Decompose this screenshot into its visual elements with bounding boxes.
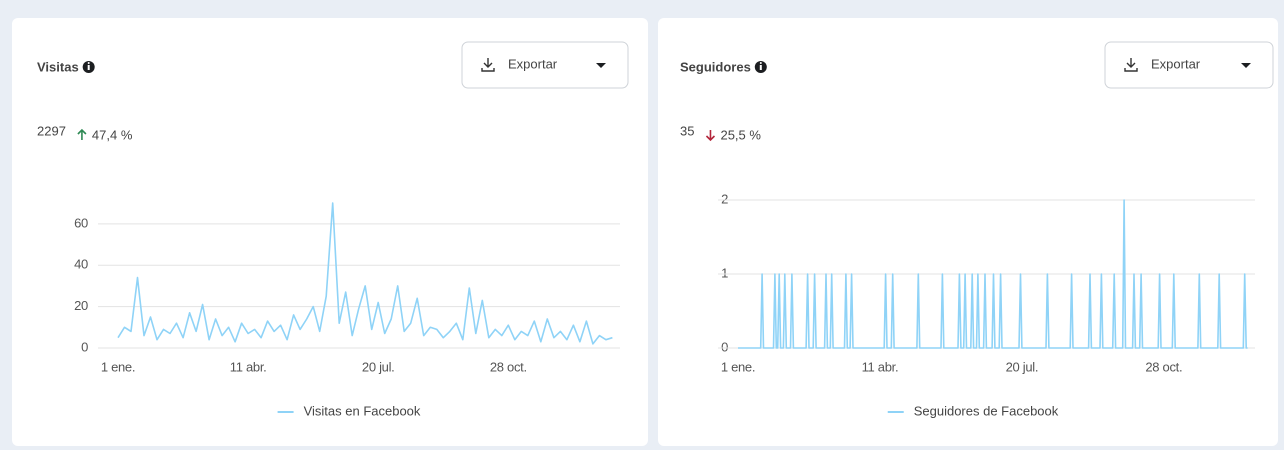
x-tick-label: 1 ene. <box>101 359 135 374</box>
x-tick-label: 28 oct. <box>1145 359 1182 374</box>
info-icon-mark <box>87 65 90 70</box>
total-value: 2297 <box>37 123 66 138</box>
y-tick-label: 0 <box>721 339 728 354</box>
change-value: 47,4 % <box>92 127 133 142</box>
y-tick-label: 60 <box>74 215 88 230</box>
y-tick-label: 0 <box>81 339 88 354</box>
x-tick-label: 20 jul. <box>1006 359 1039 374</box>
card-title: Seguidores <box>680 59 751 74</box>
dropdown-caret <box>1241 63 1251 68</box>
download-icon <box>481 58 495 72</box>
series-line <box>738 199 1248 349</box>
legend-label: Visitas en Facebook <box>304 403 421 418</box>
legend-label: Seguidores de Facebook <box>914 403 1059 418</box>
info-icon-mark <box>759 65 762 70</box>
export-button[interactable] <box>461 41 629 89</box>
export-label[interactable]: Exportar <box>1151 56 1201 71</box>
trend-arrow <box>77 128 87 140</box>
info-icon-dot <box>759 62 762 64</box>
y-tick-label: 20 <box>74 298 88 313</box>
download-icon <box>1124 58 1138 72</box>
x-tick-label: 11 abr. <box>230 359 267 374</box>
total-value: 35 <box>680 123 694 138</box>
x-tick-label: 20 jul. <box>362 359 395 374</box>
trend-arrow <box>705 130 716 142</box>
x-tick-label: 1 ene. <box>721 359 755 374</box>
x-tick-label: 28 oct. <box>490 359 527 374</box>
y-tick-label: 2 <box>721 191 728 206</box>
export-label[interactable]: Exportar <box>508 56 558 71</box>
y-tick-label: 1 <box>721 265 728 280</box>
export-button[interactable] <box>1104 41 1274 89</box>
card-title: Visitas <box>37 59 79 74</box>
x-tick-label: 11 abr. <box>862 359 899 374</box>
info-icon-dot <box>87 62 90 64</box>
change-value: 25,5 % <box>720 127 761 142</box>
dropdown-caret <box>596 63 606 68</box>
series-line <box>117 202 613 345</box>
y-tick-label: 40 <box>74 257 88 272</box>
